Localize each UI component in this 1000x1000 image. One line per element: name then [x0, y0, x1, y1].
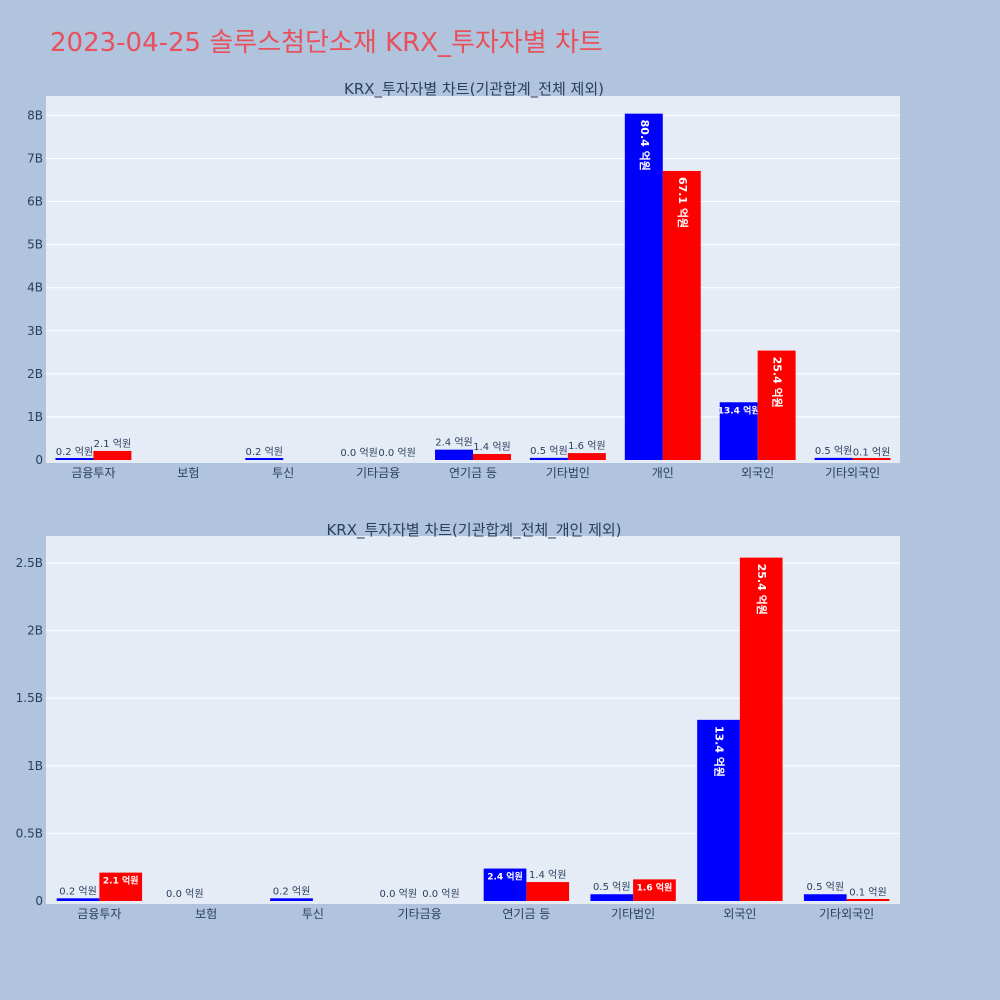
data-label: 13.4 억원	[713, 726, 727, 777]
data-label: 1.6 억원	[637, 881, 673, 893]
data-label: 25.4 억원	[755, 564, 769, 615]
x-tick-label: 기타금융	[398, 907, 442, 921]
data-label: 25.4 억원	[771, 357, 785, 408]
y-tick-label: 6B	[27, 195, 43, 209]
data-label: 0.0 억원	[378, 447, 415, 459]
data-label: 0.2 억원	[273, 885, 310, 897]
bar	[270, 898, 313, 901]
bar	[757, 350, 796, 460]
bar	[99, 872, 143, 901]
data-label: 67.1 억원	[676, 177, 690, 228]
x-tick-label: 기타외국인	[825, 466, 880, 480]
y-tick-label: 7B	[27, 151, 43, 165]
bar	[739, 557, 783, 901]
y-tick-label: 0	[35, 453, 43, 467]
bar	[719, 402, 758, 460]
chart-title: KRX_투자자별 차트(기관합계_전체_개인 제외)	[326, 521, 621, 540]
bar	[526, 882, 570, 901]
data-label: 0.1 억원	[853, 447, 890, 459]
x-tick-label: 개인	[652, 466, 674, 480]
bar	[814, 457, 853, 460]
bar	[483, 868, 527, 901]
x-tick-label: 보험	[177, 466, 199, 480]
bar	[93, 450, 132, 460]
y-tick-label: 3B	[27, 324, 43, 338]
y-tick-label: 2.5B	[16, 556, 43, 570]
data-label: 2.1 억원	[94, 438, 131, 450]
data-label: 0.0 억원	[380, 888, 417, 900]
bar	[590, 894, 634, 901]
bar	[529, 457, 568, 460]
data-label: 0.2 억원	[246, 446, 283, 458]
data-label: 0.5 억원	[593, 881, 630, 893]
y-tick-label: 1B	[27, 759, 43, 773]
data-label: 0.5 억원	[815, 445, 852, 457]
bar	[56, 898, 100, 901]
data-label: 0.2 억원	[56, 446, 93, 458]
bar	[697, 719, 740, 901]
y-tick-label: 2B	[27, 367, 43, 381]
y-tick-label: 2B	[27, 624, 43, 638]
bar	[55, 458, 94, 460]
x-tick-label: 기타금융	[356, 466, 400, 480]
y-tick-label: 0	[35, 894, 43, 908]
page-title: 2023-04-25 솔루스첨단소재 KRX_투자자별 차트	[50, 28, 603, 58]
x-tick-label: 연기금 등	[502, 907, 550, 921]
bar	[245, 458, 284, 460]
bar	[662, 170, 701, 460]
y-tick-label: 1.5B	[16, 691, 43, 705]
data-label: 0.5 억원	[807, 881, 844, 893]
y-tick-label: 8B	[27, 108, 43, 122]
data-label: 80.4 억원	[638, 120, 652, 171]
x-tick-label: 외국인	[741, 466, 774, 480]
x-tick-label: 기타외국인	[819, 907, 874, 921]
x-tick-label: 외국인	[723, 907, 756, 921]
data-label: 1.4 억원	[473, 441, 510, 453]
y-tick-label: 0.5B	[16, 826, 43, 840]
x-tick-label: 금융투자	[71, 466, 115, 480]
x-tick-label: 투신	[302, 907, 324, 921]
data-label: 2.1 억원	[103, 875, 139, 887]
x-tick-label: 투신	[272, 466, 294, 480]
bar	[624, 113, 663, 461]
y-tick-label: 1B	[27, 410, 43, 424]
bar	[852, 458, 891, 460]
bar	[473, 453, 511, 460]
chart-1: 0 1B 2B 3B 4B 5B 6B 7B 8B KRX_투자자별 차트(기관합계_전체 제외)…	[27, 80, 900, 480]
bar	[567, 453, 606, 460]
data-label: 1.6 억원	[568, 440, 605, 452]
data-label: 2.4 억원	[435, 437, 472, 449]
x-tick-label: 금융투자	[77, 907, 121, 921]
data-label: 0.0 억원	[422, 888, 459, 900]
bar	[803, 894, 847, 901]
data-label: 2.4 억원	[487, 871, 523, 883]
y-tick-label: 4B	[27, 281, 43, 295]
data-label: 0.1 억원	[849, 887, 886, 899]
data-label: 0.5 억원	[530, 445, 567, 457]
x-tick-label: 보험	[195, 907, 217, 921]
data-label: 0.0 억원	[166, 888, 203, 900]
bar	[633, 879, 676, 901]
x-tick-label: 기타법인	[546, 466, 590, 480]
data-label: 0.0 억원	[340, 447, 377, 459]
bar	[435, 449, 473, 460]
data-label: 1.4 억원	[529, 869, 566, 881]
bar	[846, 899, 890, 901]
y-tick-label: 5B	[27, 238, 43, 252]
chart-2: 0 0.5B 1B 1.5B 2B 2.5B KRX_투자자별 차트(기관합계_전체_개인 …	[16, 521, 900, 921]
x-tick-label: 기타법인	[611, 907, 655, 921]
data-label: 13.4 억원	[718, 404, 760, 416]
x-tick-label: 연기금 등	[449, 466, 497, 480]
chart-title: KRX_투자자별 차트(기관합계_전체 제외)	[344, 80, 604, 99]
data-label: 0.2 억원	[59, 885, 96, 897]
